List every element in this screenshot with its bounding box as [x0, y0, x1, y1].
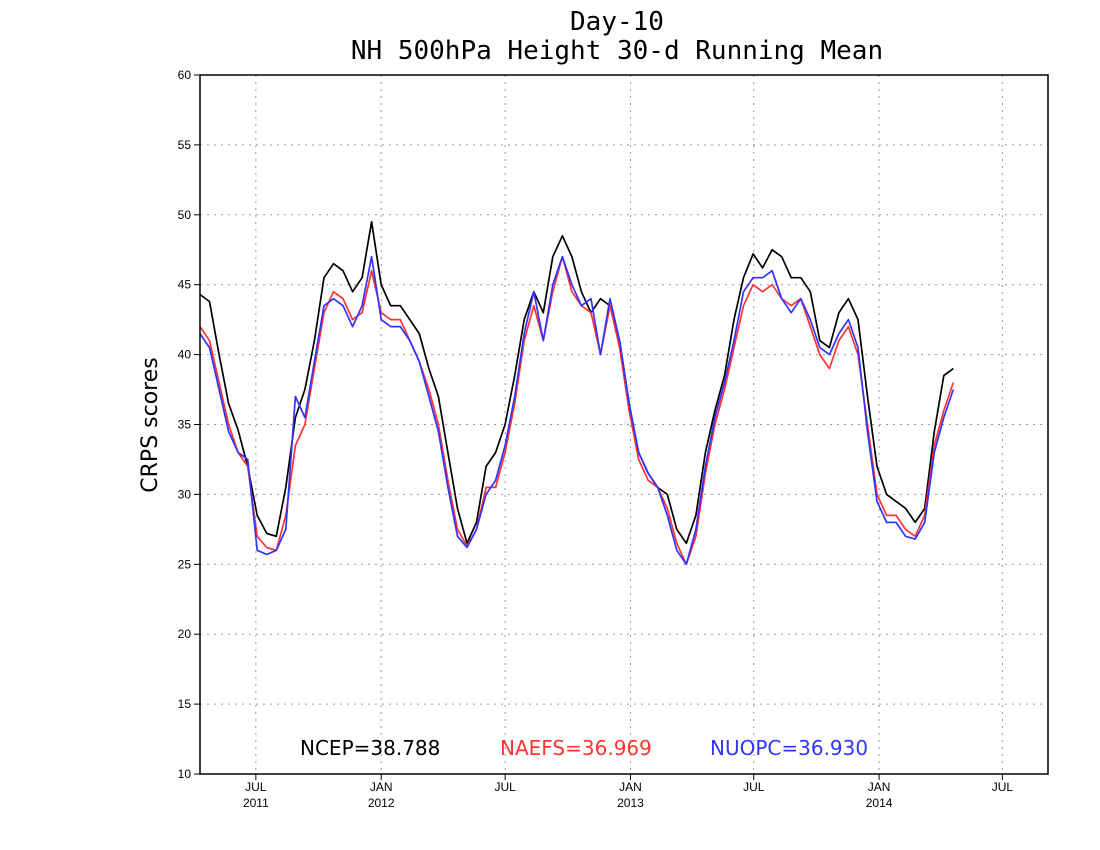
grid-lines [200, 75, 1048, 774]
chart-title: Day-10 [570, 7, 664, 37]
legend: NCEP=38.788 NAEFS=36.969 NUOPC=36.930 [300, 736, 868, 760]
x-tick-year-label: 2011 [243, 796, 269, 810]
x-tick-label: JAN [868, 780, 891, 794]
series-line-naefs [199, 255, 955, 566]
y-tick-label: 15 [178, 697, 192, 711]
legend-entry: NCEP=38.788 [300, 736, 440, 760]
legend-entry: NAEFS=36.969 [500, 736, 652, 760]
series-line-ncep [199, 220, 954, 545]
series-line-nuopc [199, 255, 955, 566]
y-tick-label: 35 [178, 418, 192, 432]
x-tick-year-label: 2012 [368, 796, 395, 810]
y-tick-label: 20 [178, 627, 192, 641]
legend-entry: NUOPC=36.930 [710, 736, 868, 760]
y-tick-label: 60 [178, 68, 192, 82]
y-tick-label: 10 [178, 767, 192, 781]
x-tick-label: JUL [992, 780, 1014, 794]
y-tick-label: 40 [178, 348, 192, 362]
y-tick-label: 55 [178, 138, 192, 152]
x-tick-label: JUL [743, 780, 765, 794]
chart-subtitle: NH 500hPa Height 30-d Running Mean [351, 36, 883, 66]
x-tick-label: JAN [619, 780, 642, 794]
y-tick-label: 45 [178, 278, 192, 292]
x-tick-year-label: 2014 [866, 796, 893, 810]
y-tick-label: 25 [178, 557, 192, 571]
axes: 10 15 20 25 30 35 40 45 50 55 60 JUL 2011 JAN 2012 JUL J… [178, 68, 1014, 810]
x-tick-label: JAN [370, 780, 393, 794]
y-axis-label: CRPS scores [138, 357, 163, 492]
x-tick-label: JUL [245, 780, 267, 794]
x-tick-label: JUL [494, 780, 516, 794]
series-lines [199, 220, 955, 566]
y-tick-label: 30 [178, 487, 192, 501]
x-tick-year-label: 2013 [617, 796, 644, 810]
y-tick-label: 50 [178, 208, 192, 222]
